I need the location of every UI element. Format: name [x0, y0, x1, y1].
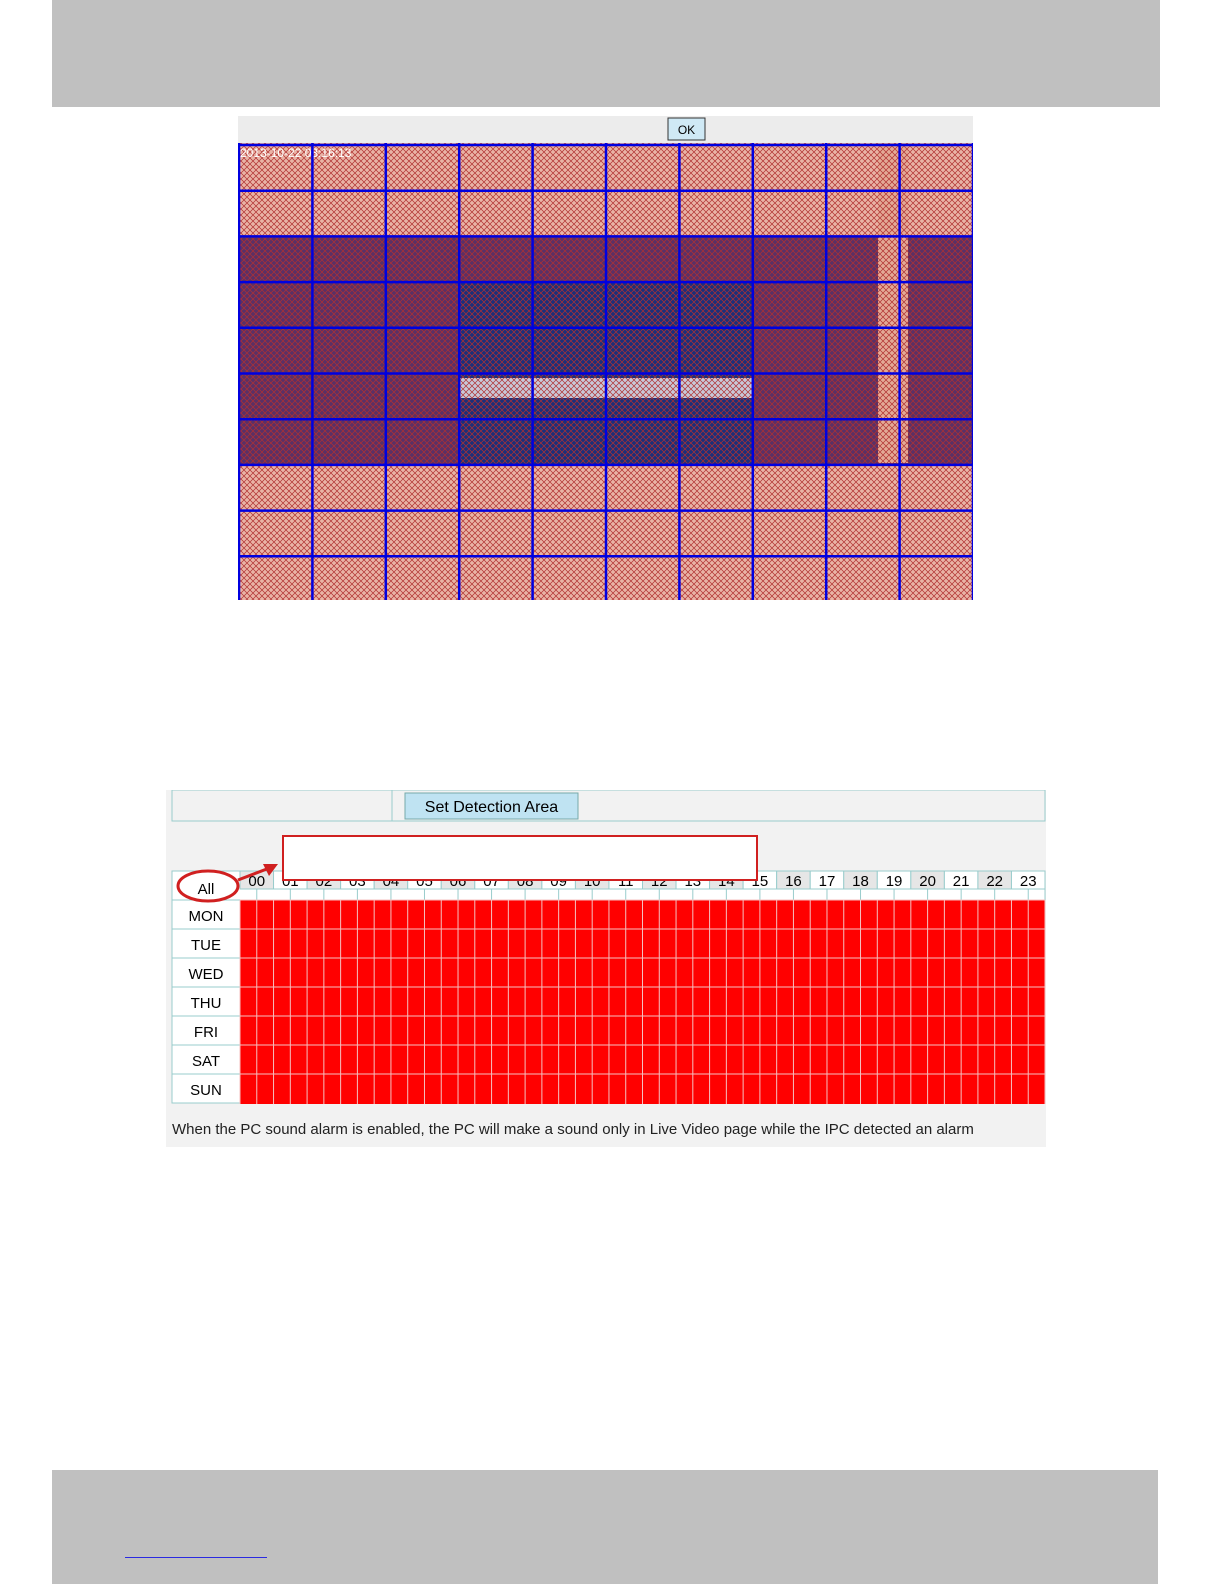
hour-label: 16: [785, 873, 802, 890]
footer-link[interactable]: [125, 1557, 267, 1558]
all-highlight: [176, 869, 240, 903]
schedule-table: All 00 01 02 03 04 05 06 07 08 09 10 11 12 13 14 15 16 17 1…: [171, 870, 1046, 1104]
day-cell: [171, 1015, 241, 1046]
hour-label: 19: [886, 873, 903, 890]
toolbar: [238, 116, 973, 143]
note: When the PC sound alarm is enabled, the …: [172, 1121, 974, 1138]
all-label: All: [198, 881, 215, 898]
set-area-label[interactable]: Set Detection Area: [425, 799, 559, 816]
set-area-button[interactable]: [404, 792, 579, 820]
settings-row: [171, 790, 1046, 822]
ok-label[interactable]: OK: [678, 123, 695, 137]
hour-label: 21: [953, 873, 970, 890]
day-label: SAT: [192, 1053, 220, 1070]
hour-label: 18: [852, 873, 869, 890]
day-label: FRI: [194, 1024, 218, 1041]
arrow-head: [263, 864, 278, 876]
camera-view: OK 2013-10-22 03:16:13: [238, 116, 973, 600]
day-cell: [171, 957, 241, 988]
timestamp: 2013-10-22 03:16:13: [240, 146, 352, 160]
detection-grid: [238, 143, 973, 600]
hour-label: 17: [819, 873, 836, 890]
day-label: TUE: [191, 937, 221, 954]
hour-label: 23: [1020, 873, 1037, 890]
header-bar: [52, 0, 1160, 107]
callout-box: [282, 835, 758, 881]
day-label: WED: [189, 966, 224, 983]
hour-label: 00: [248, 873, 265, 890]
day-cell: [171, 1044, 241, 1075]
day-label: MON: [189, 908, 224, 925]
schedule-panel: Set Detection Area All 00 01 02 03 04 05 06 07 08…: [166, 790, 1046, 1147]
hour-label: 20: [919, 873, 936, 890]
hour-label: 22: [986, 873, 1003, 890]
ok-button[interactable]: [667, 117, 706, 141]
day-label: THU: [191, 995, 222, 1012]
footer-bar: [52, 1470, 1158, 1584]
day-label: SUN: [190, 1082, 222, 1099]
